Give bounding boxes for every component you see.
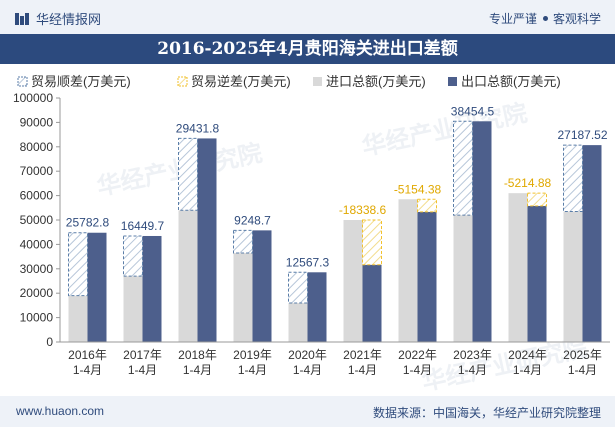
- bar-import: [233, 252, 253, 342]
- bar-import: [123, 276, 143, 342]
- bars: [68, 120, 602, 343]
- bar-export: [87, 232, 107, 342]
- legend: 贸易顺差(万美元) 贸易逆差(万美元) 进口总额(万美元) 出口总额(万美元): [17, 74, 561, 89]
- bar-surplus: [563, 144, 583, 212]
- bar-export: [197, 138, 217, 342]
- y-tick-label: 100000: [13, 91, 53, 105]
- bar-import: [178, 210, 198, 342]
- header-bar: 华经情报网 专业严谨 客观科学: [0, 0, 615, 34]
- y-tick-label: 10000: [20, 311, 54, 325]
- bar-surplus: [123, 235, 143, 277]
- data-labels: 25782.8 16449.7 29431.8 9248.7 12567.3 -18338…: [66, 104, 608, 269]
- x-tick-label: 2017年 1-4月: [123, 348, 162, 377]
- bar-import: [68, 295, 88, 342]
- bar-import: [453, 215, 473, 342]
- site-url: www.huaon.com: [16, 404, 105, 418]
- legend-label-import: 进口总额(万美元): [326, 74, 426, 89]
- chart-title: 2016-2025年4月贵阳海关进出口差额: [0, 34, 615, 64]
- bar-surplus: [68, 232, 88, 297]
- bar-export: [252, 230, 272, 342]
- bar-export: [527, 205, 547, 342]
- x-tick-label: 2020年 1-4月: [288, 348, 327, 377]
- legend-label-export: 出口总额(万美元): [461, 74, 561, 89]
- x-axis: 2016年 1-4月 2017年 1-4月 2018年 1-4月 2019年 1-4月 2020…: [60, 341, 610, 377]
- legend-swatch-deficit: [177, 76, 188, 87]
- bar-import: [398, 199, 418, 342]
- data-label: 16449.7: [121, 219, 165, 233]
- data-label: 25782.8: [66, 216, 110, 230]
- bar-import: [288, 302, 308, 342]
- x-tick-label: 2019年 1-4月: [233, 348, 272, 377]
- chart: 贸易顺差(万美元) 贸易逆差(万美元) 进口总额(万美元) 出口总额(万美元) 0 10…: [13, 74, 610, 377]
- y-tick-label: 20000: [20, 286, 54, 300]
- y-axis: 0 10000 20000 30000 40000 50000 60000 70000 8000…: [13, 91, 61, 349]
- legend-swatch-surplus: [17, 76, 28, 87]
- dot-icon: [542, 16, 548, 21]
- y-tick-label: 0: [46, 335, 53, 349]
- x-tick-label: 2022年 1-4月: [398, 348, 437, 377]
- bar-import: [563, 211, 583, 342]
- brand-logo-icon: [15, 12, 29, 25]
- footer-bar: www.huaon.com 数据来源：中国海关，华经产业研究院整理: [0, 396, 615, 427]
- bar-export: [472, 121, 492, 343]
- bar-export: [307, 272, 327, 342]
- y-tick-label: 40000: [20, 237, 54, 251]
- data-label: -5214.88: [504, 176, 552, 190]
- y-tick-label: 60000: [20, 189, 54, 203]
- data-label: -5154.38: [394, 182, 442, 196]
- data-label: 12567.3: [286, 255, 330, 269]
- data-label: 38454.5: [451, 104, 495, 118]
- x-tick-label: 2025年 1-4月: [563, 348, 602, 377]
- bar-deficit: [527, 192, 547, 207]
- bar-surplus: [233, 229, 253, 254]
- brand-name: 华经情报网: [36, 12, 102, 27]
- tagline-left: 专业严谨: [488, 12, 537, 26]
- bar-surplus: [288, 271, 308, 304]
- bar-export: [582, 145, 602, 342]
- y-tick-label: 30000: [20, 262, 54, 276]
- y-tick-label: 80000: [20, 140, 54, 154]
- legend-swatch-export: [448, 77, 457, 86]
- data-label: 27187.52: [557, 128, 607, 142]
- bar-import: [508, 193, 528, 342]
- legend-swatch-import: [313, 77, 322, 86]
- bar-export: [362, 264, 382, 342]
- bar-surplus: [178, 137, 198, 211]
- bar-deficit: [362, 219, 382, 266]
- data-label: 9248.7: [234, 213, 271, 227]
- brand: 华经情报网: [14, 9, 101, 28]
- x-tick-label: 2021年 1-4月: [343, 348, 382, 377]
- x-tick-label: 2018年 1-4月: [178, 348, 217, 377]
- x-tick-label: 2016年 1-4月: [68, 348, 107, 377]
- x-tick-label: 2024年 1-4月: [508, 348, 547, 377]
- bar-import: [343, 220, 363, 342]
- y-tick-label: 50000: [20, 213, 54, 227]
- bar-export: [417, 211, 437, 342]
- x-tick-label: 2023年 1-4月: [453, 348, 492, 377]
- data-source: 数据来源：中国海关，华经产业研究院整理: [372, 406, 601, 420]
- bar-deficit: [417, 198, 437, 213]
- legend-label-deficit: 贸易逆差(万美元): [191, 74, 291, 89]
- bar-surplus: [453, 120, 473, 216]
- legend-label-surplus: 贸易顺差(万美元): [31, 74, 131, 89]
- data-label: 29431.8: [176, 121, 220, 135]
- y-tick-label: 70000: [20, 164, 54, 178]
- y-tick-label: 90000: [20, 115, 54, 129]
- bar-export: [142, 235, 162, 342]
- tagline: 专业严谨 客观科学: [489, 10, 601, 27]
- data-label: -18338.6: [339, 203, 387, 217]
- tagline-right: 客观科学: [552, 12, 601, 26]
